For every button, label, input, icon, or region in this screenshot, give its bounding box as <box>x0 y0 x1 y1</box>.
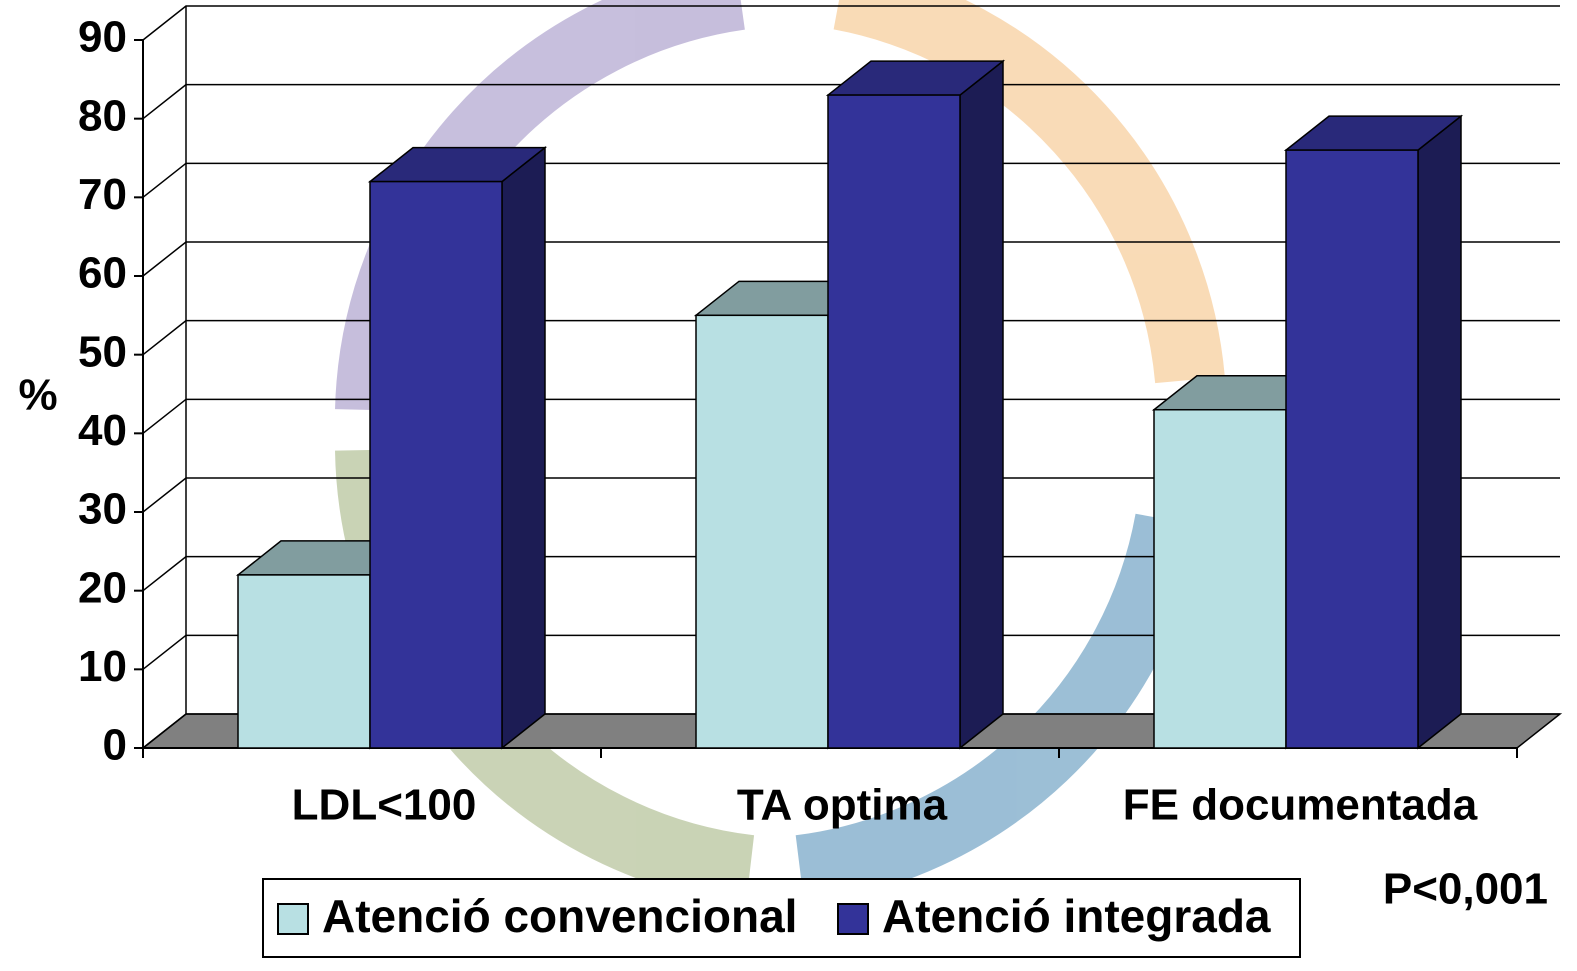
y-tick-label: 30 <box>78 485 127 534</box>
y-tick-label: 90 <box>78 13 127 62</box>
y-tick-label: 20 <box>78 563 127 612</box>
bar-side <box>960 61 1003 748</box>
legend-swatch <box>838 904 868 934</box>
x-tick-label: TA optima <box>737 781 948 830</box>
bar <box>1154 410 1286 748</box>
bar <box>370 182 502 748</box>
x-tick-label: FE documentada <box>1123 781 1478 830</box>
chart: 0 10 20 30 40 50 60 70 80 90 LDL<100 TA optima FE do… <box>0 0 1577 966</box>
legend-swatch <box>278 904 308 934</box>
y-tick-label: 0 <box>103 721 127 770</box>
bar <box>1286 150 1418 748</box>
y-tick-label: 50 <box>78 327 127 376</box>
bar <box>828 95 960 748</box>
y-tick-label: 70 <box>78 170 127 219</box>
bar <box>696 315 828 748</box>
annotation: P<0,001 <box>1383 865 1548 914</box>
bars <box>238 61 1461 748</box>
bar-side <box>1418 116 1461 748</box>
x-tick-label: LDL<100 <box>292 781 477 830</box>
y-tick-label: 10 <box>78 642 127 691</box>
y-axis-label: % <box>18 371 57 420</box>
legend-label: Atenció integrada <box>882 890 1271 942</box>
y-tick-label: 60 <box>78 249 127 298</box>
bar-side <box>502 148 545 748</box>
legend: Atenció convencional Atenció integrada <box>278 890 1271 942</box>
y-tick-label: 40 <box>78 406 127 455</box>
page: {"chart_data": {"type": "bar3d", "catego… <box>0 0 1577 966</box>
legend-label: Atenció convencional <box>322 890 797 942</box>
bar <box>238 575 370 748</box>
y-tick-label: 80 <box>78 91 127 140</box>
